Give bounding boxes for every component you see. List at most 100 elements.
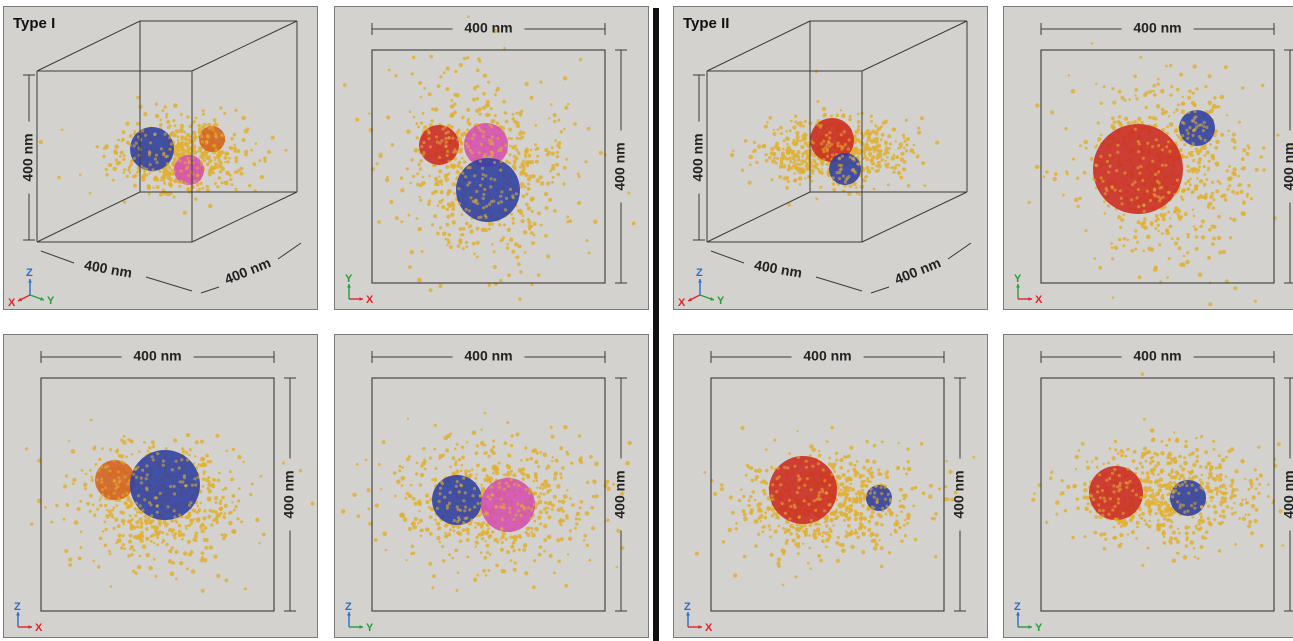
axis-z-arrow-head: [347, 612, 351, 616]
particle-dot: [499, 278, 503, 283]
particle-dot: [138, 554, 142, 558]
particle-dot: [100, 493, 104, 497]
particle-dot: [876, 168, 880, 173]
particle-dot: [773, 156, 777, 160]
particle-dot: [557, 519, 563, 524]
particle-dot: [441, 558, 446, 563]
particle-dot: [1175, 178, 1180, 182]
particle-dot: [771, 159, 776, 164]
particle-dot: [868, 472, 872, 476]
particle-dot: [450, 125, 454, 129]
particle-dot: [453, 102, 457, 106]
particle-dot: [742, 554, 747, 559]
particle-dot: [1259, 155, 1263, 159]
particle-dot: [555, 150, 559, 154]
particle-dot: [462, 227, 466, 231]
particle-dot: [134, 174, 138, 178]
particle-dot: [475, 255, 479, 259]
particle-dot: [858, 192, 861, 196]
particle-dot: [803, 149, 809, 155]
particle-dot: [921, 491, 926, 496]
particle-dot: [869, 514, 874, 519]
particle-dot: [823, 113, 827, 117]
particle-dot: [912, 143, 916, 147]
axis-x-arrow-head: [18, 297, 22, 302]
particle-dot: [155, 510, 159, 514]
particle-dot: [1241, 86, 1245, 90]
particle-dot: [438, 141, 442, 145]
particle-dot: [836, 484, 839, 488]
particle-dot: [1167, 257, 1171, 261]
particle-dot: [492, 28, 498, 34]
particle-dot: [1197, 160, 1201, 165]
particle-dot: [1203, 184, 1206, 187]
axis-z-label: Z: [345, 601, 352, 613]
particle-dot: [192, 462, 196, 465]
particle-dot: [123, 501, 128, 506]
particle-dot: [449, 432, 453, 436]
particle-dot: [744, 473, 748, 477]
particle-dot: [531, 533, 536, 538]
particle-dot: [1221, 249, 1226, 254]
particle-dot: [458, 62, 464, 68]
particle-dot: [153, 157, 157, 161]
particle-dot: [201, 477, 206, 481]
particle-dot: [123, 168, 127, 172]
particle-dot: [428, 456, 432, 460]
particle-dot: [235, 170, 239, 174]
particle-dot: [903, 146, 906, 150]
particle-dot: [497, 461, 501, 465]
particle-dot: [551, 180, 554, 184]
scale-bar-front: 400 nm: [710, 250, 863, 292]
particle-dot: [464, 469, 469, 474]
particle-dot: [742, 512, 747, 517]
particle-dot: [225, 449, 228, 453]
particle-dot: [1142, 209, 1146, 213]
particle-dot: [310, 501, 315, 506]
particle-dot: [190, 483, 194, 487]
particle-dot: [1143, 217, 1147, 221]
particle-dot: [895, 155, 899, 159]
particle-dot: [1209, 143, 1212, 146]
particle-dot: [461, 156, 464, 160]
particle-dot: [489, 185, 493, 189]
particle-dot: [122, 154, 126, 158]
particle-dot: [450, 113, 455, 118]
particle-dot: [173, 515, 177, 519]
particle-dot: [1213, 96, 1217, 100]
particle-dot: [883, 119, 888, 124]
particle-dot: [419, 198, 423, 202]
particle-dot: [502, 236, 506, 240]
particle-dot: [98, 498, 102, 502]
particle-dot: [481, 177, 485, 181]
particle-dot: [471, 430, 477, 436]
particle-dot: [515, 136, 519, 140]
particle-dot: [525, 202, 529, 207]
particle-dot: [437, 527, 440, 531]
particle-dot: [218, 471, 221, 475]
particle-dot: [457, 518, 461, 522]
pink-cluster: [174, 155, 204, 185]
particle-dot: [220, 533, 224, 537]
particle-dot: [1157, 170, 1161, 174]
particle-dot: [468, 473, 473, 478]
axis-x-arrow-head: [28, 625, 32, 629]
particle-dot: [833, 470, 837, 473]
particle-dot: [814, 162, 819, 167]
particle-dot: [417, 125, 420, 129]
axis-triad: YX: [1014, 273, 1043, 306]
particle-dot: [183, 551, 188, 556]
particle-dot: [1163, 205, 1167, 209]
particle-dot: [857, 124, 861, 129]
particle-dot: [1167, 191, 1171, 195]
particle-dot: [437, 499, 441, 503]
particle-dot: [438, 540, 442, 544]
particle-dot: [538, 175, 543, 180]
particle-dot: [410, 72, 414, 76]
particle-dot: [1262, 146, 1266, 150]
particle-dot: [517, 209, 521, 213]
particle-dot: [200, 551, 205, 555]
particle-dot: [1160, 163, 1165, 167]
particle-dot: [1161, 232, 1164, 235]
particle-dot: [200, 528, 205, 534]
